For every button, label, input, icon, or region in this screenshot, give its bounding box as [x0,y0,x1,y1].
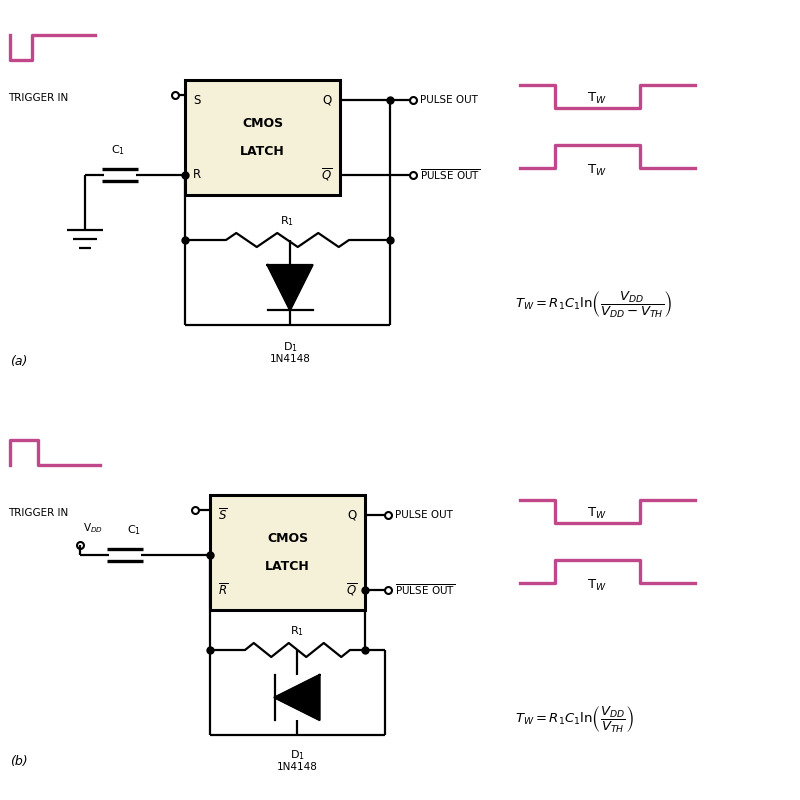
Text: PULSE OUT: PULSE OUT [395,510,453,520]
Bar [185,80,340,195]
Text: R$_1$: R$_1$ [281,214,294,228]
Text: $\overline{\mathrm{PULSE\ OUT}}$: $\overline{\mathrm{PULSE\ OUT}}$ [420,168,480,182]
Text: TRIGGER IN: TRIGGER IN [8,508,68,518]
Text: CMOS: CMOS [267,532,308,546]
Text: R: R [193,169,201,182]
Text: TRIGGER IN: TRIGGER IN [8,93,68,103]
Text: Q: Q [348,509,357,522]
Text: T$_W$: T$_W$ [587,506,607,521]
Text: D$_1$: D$_1$ [290,748,305,762]
Text: Q: Q [322,94,332,106]
Text: T$_W$: T$_W$ [587,163,607,178]
Text: $\overline{S}$: $\overline{S}$ [218,507,227,522]
Text: $\overline{R}$: $\overline{R}$ [218,582,228,598]
Text: T$_W$: T$_W$ [587,91,607,106]
Text: LATCH: LATCH [240,145,285,158]
Text: D$_1$: D$_1$ [282,340,298,354]
Text: $\overline{Q}$: $\overline{Q}$ [346,582,357,598]
Text: R$_1$: R$_1$ [290,624,305,638]
Text: S: S [193,94,200,106]
Text: 1N4148: 1N4148 [270,354,310,364]
Text: V$_{DD}$: V$_{DD}$ [83,522,103,535]
Polygon shape [267,265,313,310]
Text: PULSE OUT: PULSE OUT [420,95,478,105]
Text: $\overline{Q}$: $\overline{Q}$ [321,166,332,183]
Text: CMOS: CMOS [242,118,283,130]
Text: C$_1$: C$_1$ [111,143,125,157]
Text: (a): (a) [10,355,27,368]
Text: $\overline{\mathrm{PULSE\ OUT}}$: $\overline{\mathrm{PULSE\ OUT}}$ [395,582,455,598]
Polygon shape [274,675,319,720]
Text: T$_W$: T$_W$ [587,578,607,593]
Text: (b): (b) [10,755,28,768]
Text: 1N4148: 1N4148 [277,762,318,772]
Bar [210,495,365,610]
Text: LATCH: LATCH [265,560,310,573]
Text: $T_W = R_1C_1\ln\!\left(\dfrac{V_{DD}}{V_{DD}-V_{TH}}\right)$: $T_W = R_1C_1\ln\!\left(\dfrac{V_{DD}}{V… [515,290,673,320]
Text: C$_1$: C$_1$ [127,523,141,537]
Text: $T_W = R_1C_1\ln\!\left(\dfrac{V_{DD}}{V_{TH}}\right)$: $T_W = R_1C_1\ln\!\left(\dfrac{V_{DD}}{V… [515,705,634,735]
